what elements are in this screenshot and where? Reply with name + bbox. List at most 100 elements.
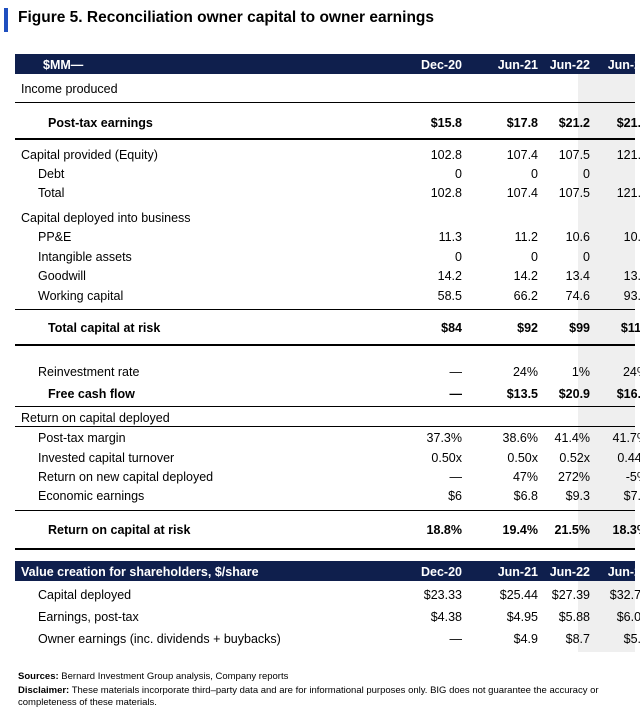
cell: 18.3% [612, 523, 640, 537]
header-col-2: Jun-21 [497, 58, 538, 72]
row-post-tax-margin: Post-tax margin 37.3% 38.6% 41.4% 41.7% [15, 428, 640, 448]
row-earnings-post-tax: Earnings, post-tax $4.38 $4.95 $5.88 $6.… [15, 607, 640, 627]
divider [15, 344, 635, 346]
row-invested-capital-turnover: Invested capital turnover 0.50x 0.50x 0.… [15, 448, 640, 468]
row-reinvestment-rate: Reinvestment rate — 24% 1% 24% [15, 362, 640, 382]
cell: 11.3 [438, 230, 462, 244]
shaded-column-bottom [578, 580, 635, 652]
row-intangible-assets: Intangible assets 0 0 0 0 [15, 247, 635, 267]
cell: 66.2 [513, 289, 538, 303]
sources-label: Sources: [18, 671, 59, 682]
cell: $6.8 [513, 489, 538, 503]
cell: 0 [455, 167, 462, 181]
row-label: Debt [38, 167, 65, 181]
cell: 107.5 [558, 186, 590, 200]
value-header-col-2: Jun-21 [497, 565, 538, 579]
cell: 21.5% [554, 523, 590, 537]
cell: 74.6 [565, 289, 590, 303]
cell: 47% [512, 470, 538, 484]
row-label: Income produced [21, 82, 118, 96]
cell: 0.50x [431, 451, 462, 465]
row-label: Capital deployed [38, 588, 132, 602]
cell: 0 [455, 250, 462, 264]
title-accent-bar [4, 8, 8, 32]
cell: 107.4 [506, 186, 538, 200]
row-label: Return on new capital deployed [38, 470, 214, 484]
cell: -5% [625, 470, 640, 484]
cell: $23.33 [423, 588, 462, 602]
cell: 0 [531, 250, 538, 264]
cell: 0.50x [507, 451, 538, 465]
cell: 14.2 [513, 269, 538, 283]
cell: 0 [583, 250, 590, 264]
cell: 19.4% [502, 523, 538, 537]
cell: $9.3 [565, 489, 590, 503]
row-label: Capital provided (Equity) [21, 148, 158, 162]
row-label: Post-tax margin [38, 431, 126, 445]
row-return-on-capital-deployed-header: Return on capital deployed [15, 408, 635, 428]
divider [15, 406, 635, 407]
row-working-capital: Working capital 58.5 66.2 74.6 93.7 [15, 286, 640, 306]
cell: 272% [558, 470, 590, 484]
cell: $17.8 [506, 116, 538, 130]
row-label: Reinvestment rate [38, 365, 140, 379]
cell: 0 [531, 167, 538, 181]
cell: $16.4 [616, 387, 640, 401]
row-total: Total 102.8 107.4 107.5 121.8 [15, 183, 640, 203]
disclaimer-text: These materials incorporate third–party … [18, 685, 599, 708]
row-label: Return on capital deployed [21, 411, 170, 425]
cell: 102.8 [430, 186, 462, 200]
row-capital-deployed-header: Capital deployed into business [15, 208, 635, 228]
cell: $27.39 [551, 588, 590, 602]
value-header-col-3: Jun-22 [549, 565, 590, 579]
value-header-col-1: Dec-20 [421, 565, 462, 579]
header-units: $MM— [43, 58, 84, 72]
cell: $4.38 [430, 610, 462, 624]
cell: 121.8 [616, 148, 640, 162]
row-label: Return on capital at risk [48, 523, 191, 537]
divider [15, 510, 635, 511]
row-capital-provided: Capital provided (Equity) 102.8 107.4 10… [15, 145, 640, 165]
cell: $20.9 [558, 387, 590, 401]
table-header: $MM— Dec-20 Jun-21 Jun-22 Jun-23 [15, 54, 640, 74]
row-ppe: PP&E 11.3 11.2 10.6 10.5 [15, 227, 640, 247]
cell: $118 [620, 321, 640, 335]
row-free-cash-flow: Free cash flow — $13.5 $20.9 $16.4 [15, 384, 640, 404]
divider [15, 548, 635, 550]
cell: 0 [593, 167, 640, 181]
cell: — [449, 632, 463, 646]
cell: 13.4 [565, 269, 590, 283]
sources-text: Bernard Investment Group analysis, Compa… [61, 671, 289, 682]
cell: $32.75 [609, 588, 640, 602]
cell: 0 [583, 167, 590, 181]
cell: 41.7% [612, 431, 640, 445]
divider [15, 309, 635, 310]
cell: 107.4 [506, 148, 538, 162]
cell: $21.6 [616, 116, 640, 130]
row-income-produced: Income produced [15, 79, 635, 99]
row-post-tax-earnings: Post-tax earnings $15.8 $17.8 $21.2 $21.… [15, 113, 640, 133]
cell: $99 [569, 321, 590, 335]
divider [15, 102, 635, 103]
disclaimer-label: Disclaimer: [18, 685, 70, 696]
sources-note: Sources: Bernard Investment Group analys… [18, 671, 633, 683]
row-label: Owner earnings (inc. dividends + buyback… [38, 632, 281, 646]
header-col-4: Jun-23 [607, 58, 640, 72]
cell: 41.4% [554, 431, 590, 445]
cell: $8.7 [565, 632, 590, 646]
cell: $15.8 [430, 116, 462, 130]
cell: 121.8 [616, 186, 640, 200]
cell: $4.95 [506, 610, 538, 624]
cell: 10.5 [623, 230, 640, 244]
cell: 14.2 [437, 269, 462, 283]
cell: 10.6 [565, 230, 590, 244]
row-label: Economic earnings [38, 489, 145, 503]
cell: $6 [448, 489, 462, 503]
cell: 0 [593, 250, 640, 264]
cell: 93.7 [623, 289, 640, 303]
value-creation-header: Value creation for shareholders, $/share… [15, 561, 640, 581]
row-label: Invested capital turnover [38, 451, 175, 465]
cell: 24% [622, 365, 640, 379]
header-col-1: Dec-20 [421, 58, 462, 72]
cell: $13.5 [506, 387, 538, 401]
